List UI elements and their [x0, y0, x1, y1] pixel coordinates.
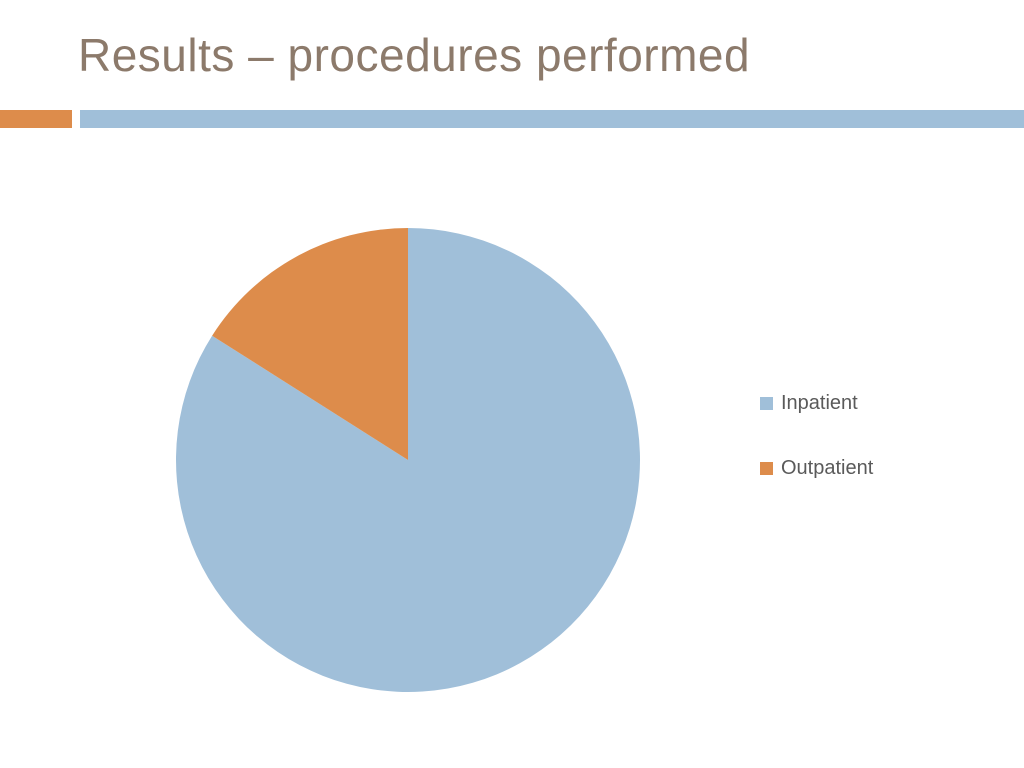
legend-item-outpatient: Outpatient [760, 457, 873, 480]
legend-item-inpatient: Inpatient [760, 392, 873, 415]
legend-label: Outpatient [781, 457, 873, 480]
chart-legend: Inpatient Outpatient [760, 392, 873, 522]
legend-swatch-inpatient [760, 397, 773, 410]
chart-area: Inpatient Outpatient [0, 160, 1024, 720]
legend-swatch-outpatient [760, 462, 773, 475]
slide: Results – procedures performed Inpatient… [0, 0, 1024, 768]
pie-chart [0, 0, 1024, 768]
legend-label: Inpatient [781, 392, 858, 415]
